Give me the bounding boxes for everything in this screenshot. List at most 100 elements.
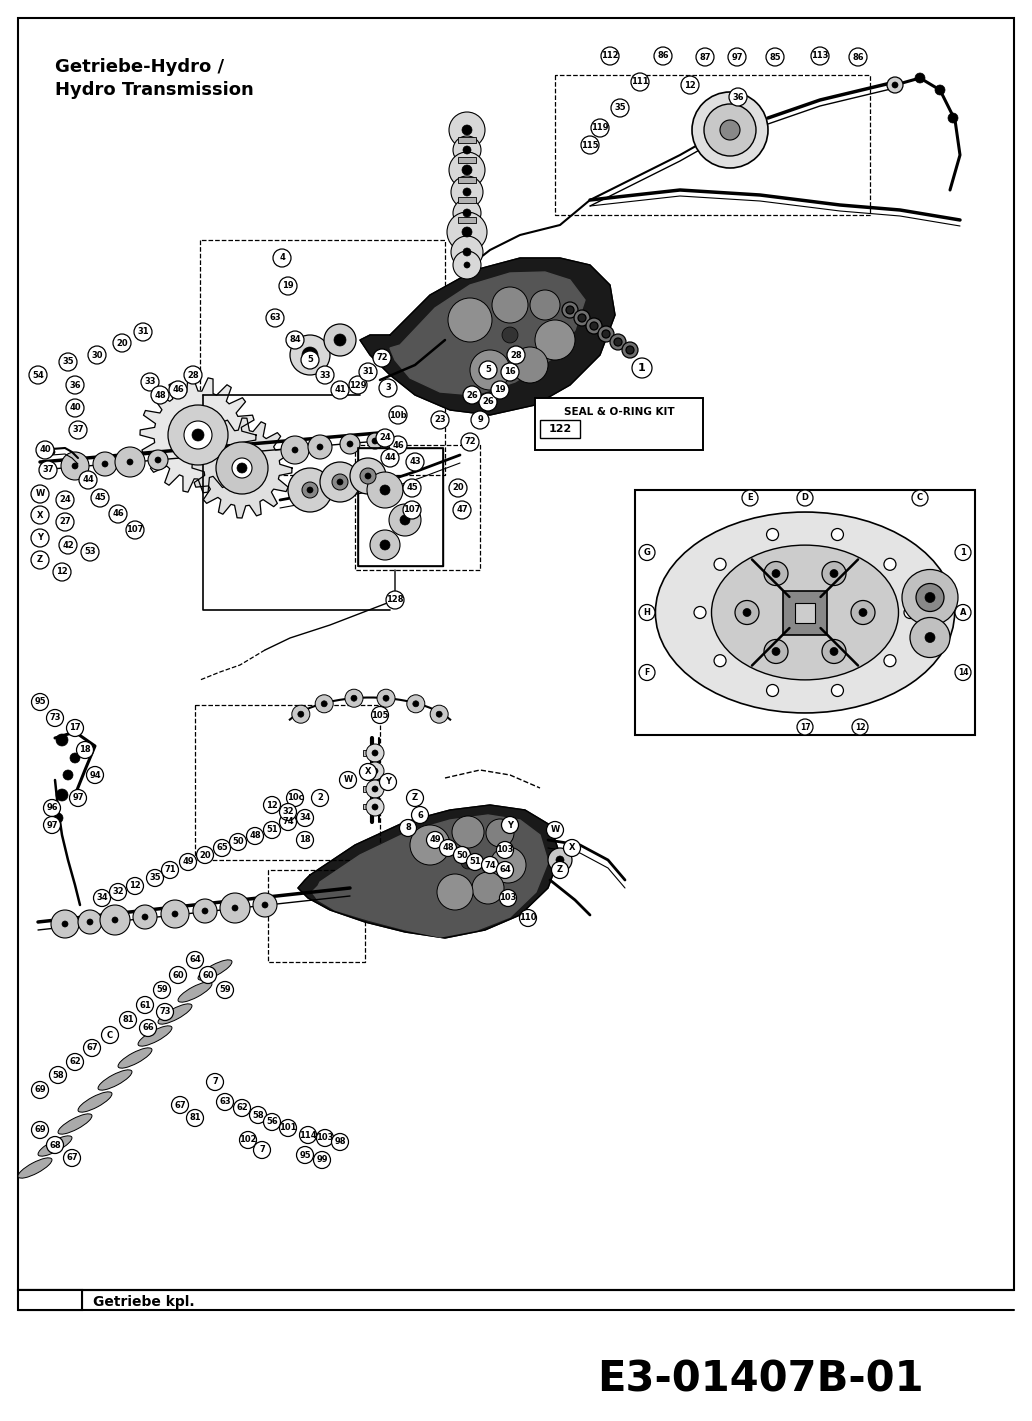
- Circle shape: [610, 334, 626, 350]
- Circle shape: [366, 780, 384, 799]
- Circle shape: [66, 377, 84, 394]
- Text: 73: 73: [50, 713, 61, 722]
- Circle shape: [367, 472, 404, 507]
- Circle shape: [535, 320, 575, 360]
- Text: 31: 31: [362, 368, 374, 377]
- Text: 3: 3: [385, 384, 391, 392]
- Ellipse shape: [179, 982, 212, 1002]
- Circle shape: [925, 593, 935, 603]
- Circle shape: [141, 372, 159, 391]
- Circle shape: [704, 104, 756, 156]
- Circle shape: [133, 905, 157, 929]
- Ellipse shape: [198, 959, 232, 980]
- Circle shape: [39, 460, 57, 479]
- Text: 4: 4: [279, 253, 285, 263]
- Circle shape: [772, 648, 780, 655]
- Text: 58: 58: [252, 1110, 264, 1120]
- Circle shape: [298, 710, 303, 718]
- Circle shape: [84, 1040, 100, 1056]
- Circle shape: [184, 421, 212, 449]
- Text: 8: 8: [406, 824, 411, 833]
- Text: 103: 103: [496, 845, 514, 854]
- Circle shape: [347, 441, 353, 448]
- Text: 45: 45: [407, 483, 418, 493]
- Text: 112: 112: [602, 51, 619, 61]
- Circle shape: [120, 1012, 136, 1029]
- Circle shape: [720, 119, 740, 141]
- Circle shape: [53, 563, 71, 581]
- Text: 16: 16: [504, 368, 516, 377]
- Circle shape: [316, 367, 334, 384]
- Circle shape: [109, 504, 127, 523]
- Text: 24: 24: [379, 433, 391, 442]
- Text: C: C: [107, 1030, 114, 1040]
- Text: 114: 114: [299, 1131, 317, 1140]
- Text: 111: 111: [632, 78, 649, 87]
- Circle shape: [400, 514, 410, 524]
- Circle shape: [379, 379, 397, 396]
- Circle shape: [100, 905, 130, 935]
- Circle shape: [830, 570, 838, 577]
- Circle shape: [290, 335, 330, 375]
- Text: 65: 65: [216, 844, 228, 853]
- Circle shape: [161, 861, 179, 878]
- Text: 40: 40: [69, 404, 80, 412]
- Circle shape: [168, 405, 228, 465]
- Circle shape: [56, 789, 68, 801]
- Circle shape: [632, 358, 652, 378]
- Circle shape: [332, 475, 348, 490]
- Text: 19: 19: [494, 385, 506, 395]
- Circle shape: [187, 1110, 203, 1127]
- Text: X: X: [569, 844, 575, 853]
- Circle shape: [462, 227, 472, 237]
- Circle shape: [87, 766, 103, 783]
- Bar: [535, 398, 703, 450]
- Polygon shape: [360, 259, 615, 415]
- Circle shape: [463, 146, 471, 153]
- Circle shape: [32, 693, 49, 710]
- Text: 32: 32: [282, 807, 294, 817]
- Text: D: D: [802, 493, 808, 503]
- Circle shape: [886, 77, 903, 92]
- Text: 102: 102: [239, 1135, 257, 1144]
- Circle shape: [78, 909, 102, 934]
- Text: 66: 66: [142, 1023, 154, 1033]
- Bar: [363, 767, 377, 773]
- Circle shape: [337, 479, 343, 485]
- Text: 105: 105: [372, 710, 389, 719]
- Circle shape: [377, 689, 395, 708]
- Circle shape: [496, 841, 514, 858]
- Circle shape: [373, 350, 391, 367]
- Bar: [358, 448, 443, 566]
- Text: 63: 63: [269, 314, 281, 323]
- Circle shape: [147, 870, 163, 887]
- Circle shape: [51, 909, 79, 938]
- Circle shape: [407, 790, 423, 807]
- Circle shape: [266, 308, 284, 327]
- Circle shape: [148, 450, 168, 470]
- Circle shape: [955, 544, 971, 560]
- Circle shape: [237, 463, 247, 473]
- Circle shape: [301, 351, 319, 369]
- Circle shape: [404, 479, 421, 497]
- Circle shape: [884, 558, 896, 570]
- Circle shape: [381, 449, 399, 468]
- Circle shape: [496, 861, 514, 878]
- Circle shape: [349, 377, 367, 394]
- Text: 128: 128: [386, 595, 404, 604]
- Text: Y: Y: [507, 820, 513, 830]
- Text: 67: 67: [87, 1043, 98, 1053]
- Text: Getriebe kpl.: Getriebe kpl.: [93, 1295, 195, 1309]
- Circle shape: [69, 790, 87, 807]
- Circle shape: [350, 458, 386, 495]
- Circle shape: [463, 209, 471, 217]
- Text: 46: 46: [392, 441, 404, 449]
- Text: 33: 33: [319, 371, 330, 379]
- Circle shape: [466, 854, 484, 871]
- Circle shape: [451, 236, 483, 269]
- Circle shape: [742, 490, 757, 506]
- Text: 122: 122: [548, 423, 572, 433]
- Circle shape: [94, 890, 110, 907]
- Circle shape: [574, 310, 590, 325]
- Circle shape: [134, 323, 152, 341]
